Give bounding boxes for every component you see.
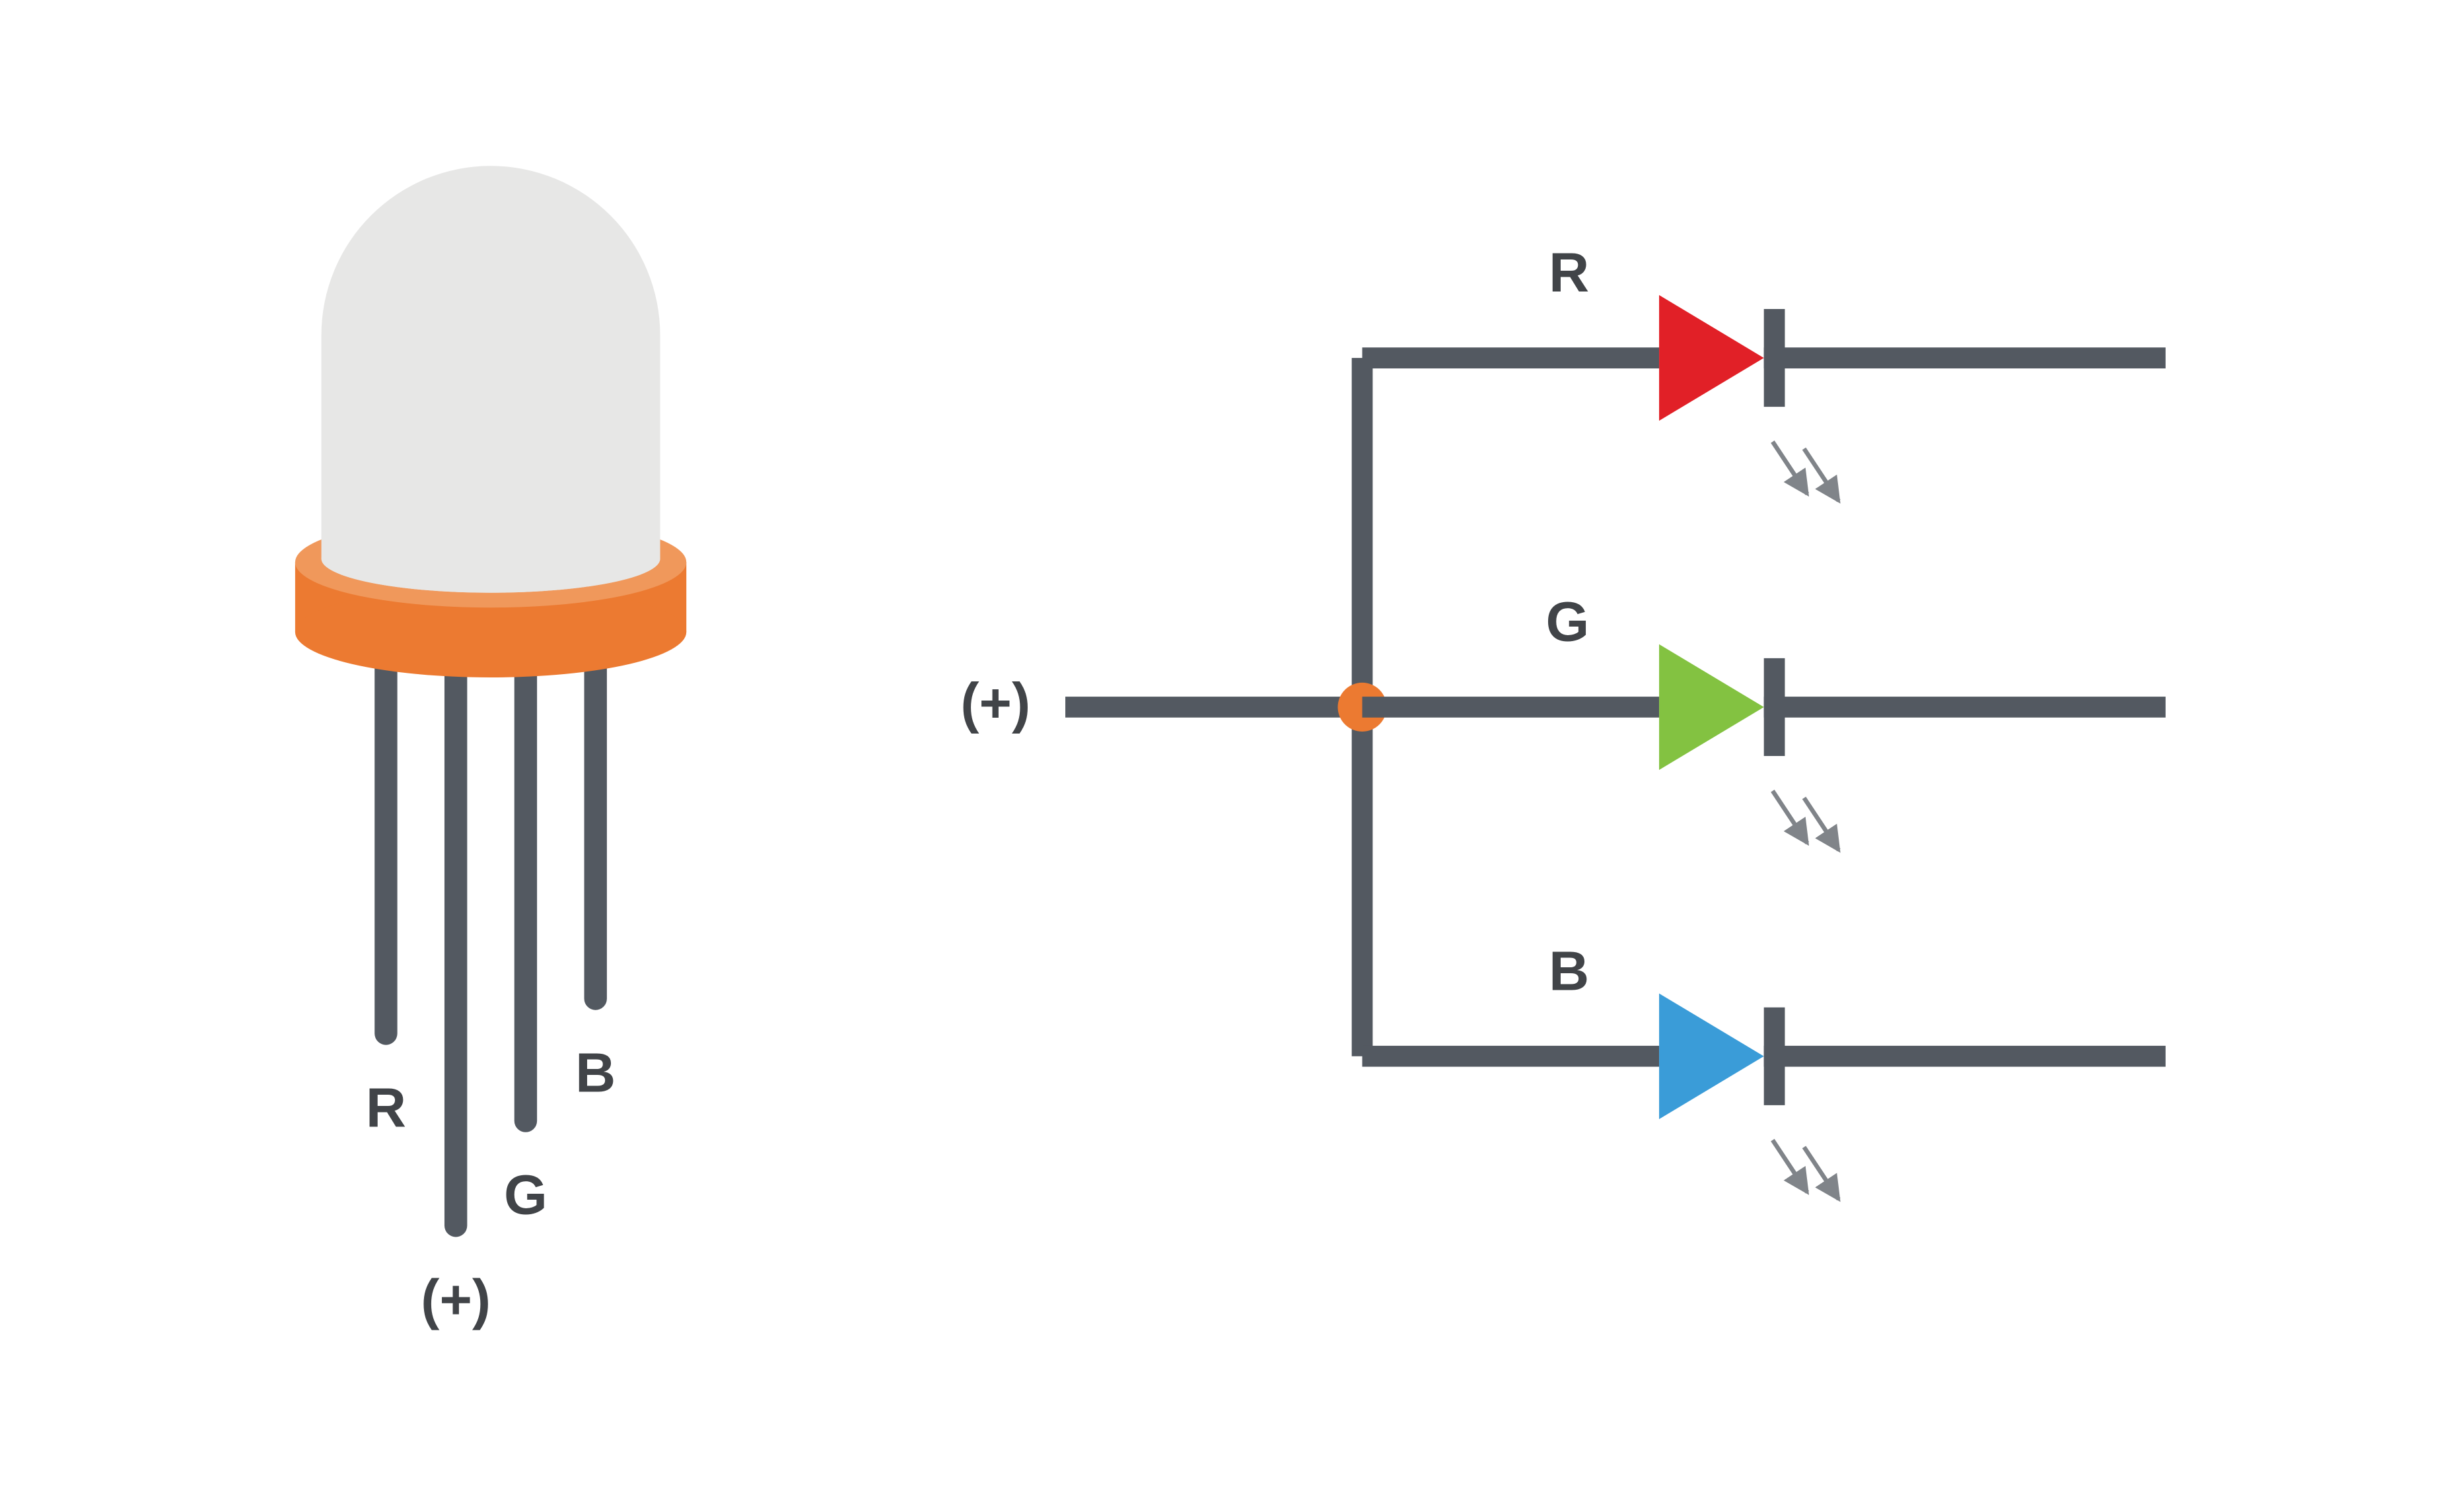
led-lens xyxy=(322,166,660,592)
schematic xyxy=(1065,295,2166,1199)
physical-led xyxy=(295,166,686,1225)
branch-label: B xyxy=(1549,939,1589,1002)
diode-triangle xyxy=(1659,295,1764,421)
led-leg-label: G xyxy=(504,1163,548,1226)
emission-arrow-icon xyxy=(1773,442,1807,494)
emission-arrow-icon xyxy=(1773,1140,1807,1192)
led-leg-label: R xyxy=(366,1076,406,1138)
emission-arrow-icon xyxy=(1773,791,1807,843)
diode-triangle xyxy=(1659,994,1764,1119)
led-leg-label: (+) xyxy=(421,1268,491,1330)
emission-arrow-icon xyxy=(1804,449,1839,501)
rgb-led-diagram: R(+)GB(+)RGB xyxy=(0,0,2445,1512)
led-leg-label: B xyxy=(575,1041,616,1103)
emission-arrow-icon xyxy=(1804,1147,1839,1199)
branch-label: R xyxy=(1549,241,1589,304)
branch-label: G xyxy=(1545,590,1589,652)
emission-arrow-icon xyxy=(1804,798,1839,850)
diode-triangle xyxy=(1659,644,1764,770)
anode-label: (+) xyxy=(960,671,1030,734)
